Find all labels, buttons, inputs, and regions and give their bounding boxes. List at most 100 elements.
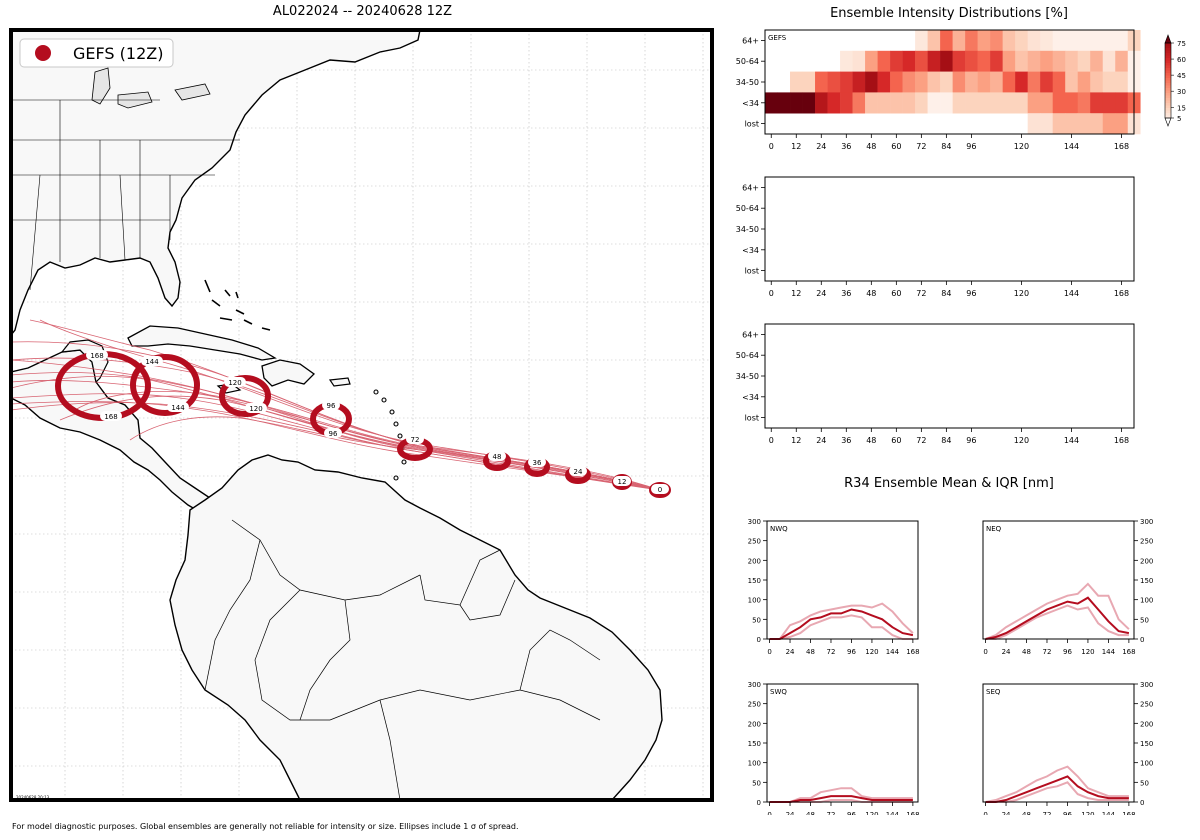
heatmap-cell — [1077, 30, 1091, 52]
x-tick-label: 48 — [806, 811, 815, 815]
heatmap-cell — [877, 92, 891, 114]
heatmap-cell — [965, 71, 978, 93]
heatmap-cell — [952, 30, 966, 52]
y-tick-label: 100 — [748, 760, 761, 768]
colorbar-tick-label: 30 — [1177, 88, 1186, 96]
x-tick-label: 12 — [791, 436, 801, 445]
y-tick-label: 64+ — [742, 183, 759, 192]
y-tick-label: 64+ — [742, 330, 759, 339]
quadrant-label: NWQ — [770, 525, 788, 533]
heatmap-cell — [952, 71, 966, 93]
x-tick-label: 168 — [1114, 436, 1129, 445]
r34-frame — [766, 683, 919, 803]
heatmap-cell — [1102, 113, 1116, 135]
x-tick-label: 60 — [891, 436, 901, 445]
colorbar-swatch — [1165, 113, 1171, 116]
svg-text:168: 168 — [90, 352, 103, 360]
heatmap-cell — [1115, 71, 1129, 93]
hour-label: 168 — [86, 350, 108, 360]
y-tick-label: 250 — [1140, 701, 1153, 709]
x-tick-label: 24 — [1002, 811, 1011, 815]
svg-text:144: 144 — [145, 358, 159, 366]
hour-label: 120 — [224, 377, 246, 387]
x-tick-label: 24 — [816, 142, 826, 151]
y-tick-label: 0 — [1140, 636, 1144, 644]
legend-label: GEFS (12Z) — [73, 44, 163, 63]
x-tick-label: 96 — [966, 289, 976, 298]
colorbar-swatch — [1165, 98, 1171, 101]
heatmap-cell — [1115, 113, 1129, 135]
x-tick-label: 120 — [1081, 811, 1094, 815]
x-tick-label: 144 — [886, 811, 900, 815]
map-frame — [9, 28, 714, 802]
x-tick-label: 144 — [1102, 648, 1116, 656]
heatmap-cell — [1102, 30, 1116, 52]
heatmap-cell — [1015, 92, 1028, 114]
hour-label: 24 — [569, 466, 587, 476]
hour-label: 144 — [141, 356, 163, 366]
colorbar-swatch — [1165, 83, 1171, 86]
svg-text:120: 120 — [249, 405, 262, 413]
heatmap-cell — [827, 92, 841, 114]
heatmap-cell — [1090, 71, 1104, 93]
heatmap-cell — [1052, 92, 1066, 114]
x-tick-label: 120 — [1081, 648, 1094, 656]
r34-frame — [982, 520, 1135, 640]
heatmap-cell — [990, 30, 1003, 52]
heatmap-cell — [1090, 50, 1104, 72]
svg-text:48: 48 — [493, 453, 502, 461]
colorbar-swatch — [1165, 80, 1171, 84]
state-borders — [11, 99, 240, 291]
x-tick-label: 72 — [1043, 648, 1052, 656]
x-tick-label: 24 — [1002, 648, 1011, 656]
colorbar-swatch — [1165, 85, 1171, 89]
x-tick-label: 168 — [1114, 142, 1129, 151]
map-timestamp: 20240628 20:13 — [16, 795, 50, 800]
colorbar-swatch — [1165, 50, 1171, 54]
x-tick-label: 0 — [983, 648, 987, 656]
r34-title: R34 Ensemble Mean & IQR [nm] — [844, 476, 1054, 491]
hour-label: 48 — [488, 451, 506, 461]
diagnostic-panels: Ensemble Intensity Distributions [%] GEFS… — [736, 6, 1186, 815]
colorbar-swatch — [1165, 95, 1171, 99]
hour-label: 144 — [167, 402, 189, 412]
south-america-land — [169, 454, 663, 800]
y-tick-label: lost — [745, 267, 759, 276]
heatmap-cell — [802, 71, 816, 93]
x-tick-label: 12 — [791, 142, 801, 151]
heatmap-cell — [840, 71, 853, 93]
heatmap-cell — [1052, 71, 1066, 93]
iqr-upper-line — [985, 582, 1130, 640]
x-tick-label: 168 — [906, 811, 919, 815]
colorbar-swatch — [1165, 60, 1171, 64]
colorbar-min-arrow — [1164, 117, 1172, 127]
x-tick-label: 72 — [827, 648, 836, 656]
x-tick-label: 60 — [891, 289, 901, 298]
great-lakes — [91, 67, 211, 109]
heatmap-cell — [1102, 50, 1116, 72]
colorbar-swatch — [1165, 90, 1171, 94]
heatmap-cell — [940, 50, 953, 72]
heatmap-cell — [927, 50, 941, 72]
heatmap-cell — [890, 50, 903, 72]
hour-label: 72 — [406, 434, 424, 444]
heatmap-cell — [977, 92, 991, 114]
x-tick-label: 84 — [941, 436, 951, 445]
intensity-panel: 64+ 50-64 34-50 <34 lost 0 12 24 36 48 60 72 84 96 120… — [736, 323, 1135, 445]
heatmap-cell — [1077, 50, 1091, 72]
heatmap-cell — [965, 92, 978, 114]
y-tick-label: <34 — [742, 393, 759, 402]
quadrant-label: SEQ — [986, 688, 1001, 696]
heatmap-cell — [1015, 71, 1028, 93]
y-tick-label: 300 — [748, 518, 761, 526]
heatmap-cell — [915, 30, 928, 52]
footnote: For model diagnostic purposes. Global en… — [12, 822, 519, 831]
colorbar-swatch — [1165, 100, 1171, 104]
colorbar-swatch — [1165, 53, 1171, 56]
colorbar-swatch — [1165, 43, 1171, 46]
y-tick-label: 64+ — [742, 36, 759, 45]
heatmap-cell — [1015, 50, 1028, 72]
heatmap-cell — [915, 50, 928, 72]
colorbar-swatch — [1165, 48, 1171, 51]
heatmap-cell — [977, 30, 991, 52]
